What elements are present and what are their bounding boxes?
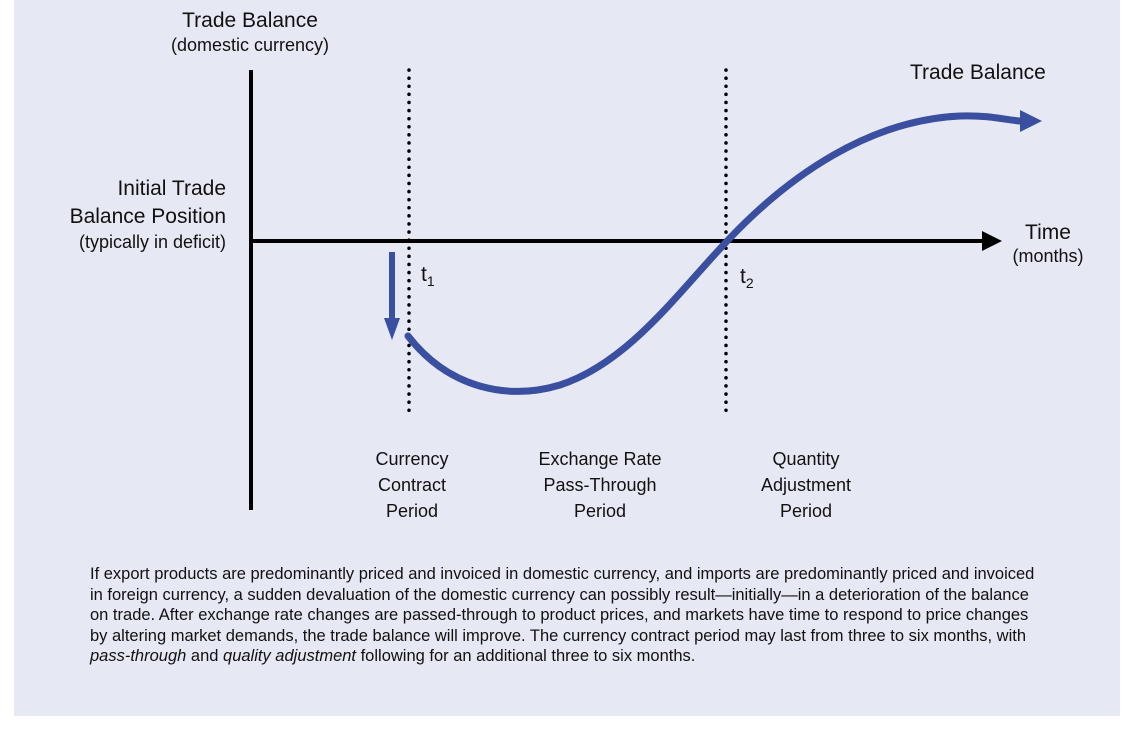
period-pass-through: Exchange Rate Pass-Through Period	[538, 449, 662, 521]
figure-caption: If export products are predominantly pri…	[90, 565, 1035, 665]
x-axis-title: Time	[1025, 221, 1071, 244]
marker-t2: t2	[740, 265, 754, 291]
curve-label: Trade Balance	[910, 61, 1046, 84]
trade-balance-curve-arrowhead	[1020, 110, 1042, 132]
period-quantity-adjustment: Quantity Adjustment Period	[760, 449, 852, 521]
y-axis-title: Trade Balance	[182, 9, 318, 32]
trade-balance-curve	[404, 112, 1024, 395]
initial-position-line1: Initial Trade	[117, 177, 226, 200]
x-axis-subtitle: (months)	[1012, 246, 1084, 266]
initial-position-line3: (typically in deficit)	[78, 232, 226, 252]
x-axis-arrowhead	[982, 231, 1002, 251]
marker-t1: t1	[421, 263, 435, 289]
period-currency-contract: Currency Contract Period	[375, 449, 449, 521]
devaluation-down-arrow-head	[384, 318, 400, 340]
y-axis-subtitle: (domestic currency)	[170, 35, 330, 55]
initial-position-line2: Balance Position	[69, 205, 226, 228]
